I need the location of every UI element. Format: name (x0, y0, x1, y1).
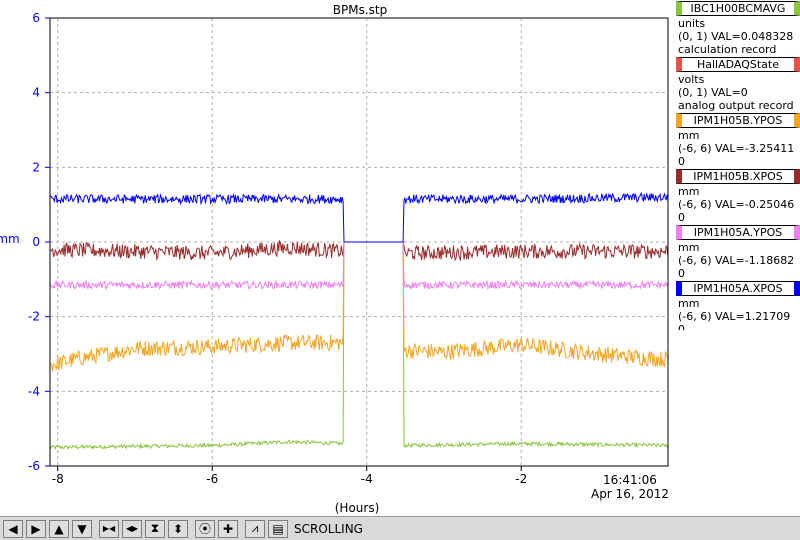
legend-type: calculation record (678, 43, 777, 56)
autoscale-button[interactable]: ⩘ (245, 519, 265, 538)
stripchart-plot: BPMs.stp mm (Hours) 16:41:06 Apr 16, 201… (0, 3, 669, 515)
add-button[interactable]: ✚ (218, 519, 238, 538)
toolbar: ◀ ▶ ▲ ▼ ▶◀ ◀▶ ⧗ ⬍ ⦿ ✚ ⩘ ▤ SCROLLING (0, 516, 800, 540)
x-axis-label: (Hours) (335, 501, 380, 515)
series-line-ipm1h05b-ypos (49, 241, 669, 372)
y-axis-label: mm (0, 232, 20, 246)
legend-units: volts (678, 73, 705, 86)
series-layer (49, 192, 669, 467)
legend-units: mm (678, 297, 700, 310)
expand-vertical-icon: ⬍ (172, 521, 184, 536)
legend-type: 0 (678, 267, 685, 280)
legend-range-val: (0, 1) VAL=0 (678, 86, 748, 99)
y-tick-label: -2 (28, 310, 40, 324)
config-icon: ▤ (272, 521, 284, 536)
legend-entry[interactable]: IPM1H05A.XPOS mm (-6, 6) VAL=1.21709 0 (674, 281, 800, 330)
record-icon: ⦿ (198, 522, 211, 536)
legend-name[interactable]: IPM1H05B.YPOS (676, 113, 800, 128)
legend-type: 0 (678, 155, 685, 168)
legend-units: units (678, 17, 706, 30)
scroll-up-button[interactable]: ▲ (49, 519, 69, 538)
legend-entry[interactable]: HallADAQState volts (0, 1) VAL=0 analog out… (674, 57, 800, 112)
legend-entry[interactable]: IBC1H00BCMAVG units (0, 1) VAL=0.048328 cal… (674, 1, 800, 56)
arrow-left-icon: ◀ (8, 521, 18, 536)
scroll-right-button[interactable]: ▶ (26, 519, 46, 538)
legend: IBC1H00BCMAVG units (0, 1) VAL=0.048328 cal… (674, 0, 800, 330)
x-tick-label: -4 (361, 472, 373, 486)
arrow-right-icon: ▶ (31, 521, 41, 536)
zoom-y-out-button[interactable]: ⬍ (168, 519, 188, 538)
legend-units: mm (678, 241, 700, 254)
y-tick-label: 6 (32, 11, 40, 25)
legend-range-val: (0, 1) VAL=0.048328 (678, 30, 794, 43)
autoscale-icon: ⩘ (251, 521, 259, 535)
legend-type: analog output record (678, 99, 794, 112)
legend-entry[interactable]: IPM1H05B.YPOS mm (-6, 6) VAL=-3.25411 0 (674, 113, 800, 168)
zoom-x-out-button[interactable]: ◀▶ (122, 519, 142, 538)
status-text: SCROLLING (294, 521, 363, 536)
pause-button[interactable]: ⦿ (195, 519, 215, 538)
zoom-y-in-button[interactable]: ⧗ (145, 519, 165, 538)
axis-layer: -8 -6 -4 -2 6 4 2 0 -2 -4 -6 (28, 11, 669, 486)
y-tick-label: -4 (28, 384, 40, 398)
legend-name[interactable]: IBC1H00BCMAVG (676, 1, 800, 16)
end-time-label: 16:41:06 (603, 473, 657, 487)
chart-title: BPMs.stp (333, 3, 387, 17)
legend-entry[interactable]: IPM1H05A.YPOS mm (-6, 6) VAL=-1.18682 0 (674, 225, 800, 280)
legend-range-val: (-6, 6) VAL=-3.25411 (678, 142, 795, 155)
y-tick-label: 2 (32, 160, 40, 174)
series-line-ipm1h05a-xpos (49, 192, 669, 243)
legend-range-val: (-6, 6) VAL=-0.25046 (678, 198, 795, 211)
legend-range-val: (-6, 6) VAL=-1.18682 (678, 254, 795, 267)
y-tick-label: 0 (32, 235, 40, 249)
arrow-down-icon: ▼ (77, 521, 87, 536)
legend-name[interactable]: IPM1H05B.XPOS (676, 169, 800, 184)
legend-units: mm (678, 185, 700, 198)
scroll-left-button[interactable]: ◀ (3, 519, 23, 538)
legend-name[interactable]: IPM1H05A.XPOS (676, 281, 800, 296)
compress-vertical-icon: ⧗ (150, 521, 160, 535)
x-tick-label: -8 (52, 472, 64, 486)
x-tick-label: -2 (515, 472, 527, 486)
end-date-label: Apr 16, 2012 (591, 487, 669, 501)
compress-horizontal-icon: ▶◀ (102, 524, 116, 533)
y-tick-label: 4 (32, 86, 40, 100)
legend-entry[interactable]: IPM1H05B.XPOS mm (-6, 6) VAL=-0.25046 0 (674, 169, 800, 224)
toolbar-buttons: ◀ ▶ ▲ ▼ ▶◀ ◀▶ ⧗ ⬍ ⦿ ✚ ⩘ ▤ (3, 519, 291, 538)
y-tick-label: -6 (28, 459, 40, 473)
legend-units: mm (678, 129, 700, 142)
legend-name[interactable]: IPM1H05A.YPOS (676, 225, 800, 240)
series-line-ipm1h05b-xpos (49, 239, 669, 262)
x-tick-label: -6 (206, 472, 218, 486)
series-line-ipm1h05a-ypos (49, 241, 669, 291)
zoom-x-in-button[interactable]: ▶◀ (99, 519, 119, 538)
legend-range-val: (-6, 6) VAL=1.21709 (678, 310, 791, 323)
plus-icon: ✚ (222, 521, 234, 536)
grid-layer (50, 18, 668, 466)
legend-type: 0 (678, 211, 685, 224)
expand-horizontal-icon: ◀▶ (125, 524, 139, 533)
arrow-up-icon: ▲ (54, 521, 64, 536)
legend-type: 0 (678, 323, 685, 330)
legend-name[interactable]: HallADAQState (676, 57, 800, 72)
config-button[interactable]: ▤ (268, 519, 288, 538)
scroll-down-button[interactable]: ▼ (72, 519, 92, 538)
